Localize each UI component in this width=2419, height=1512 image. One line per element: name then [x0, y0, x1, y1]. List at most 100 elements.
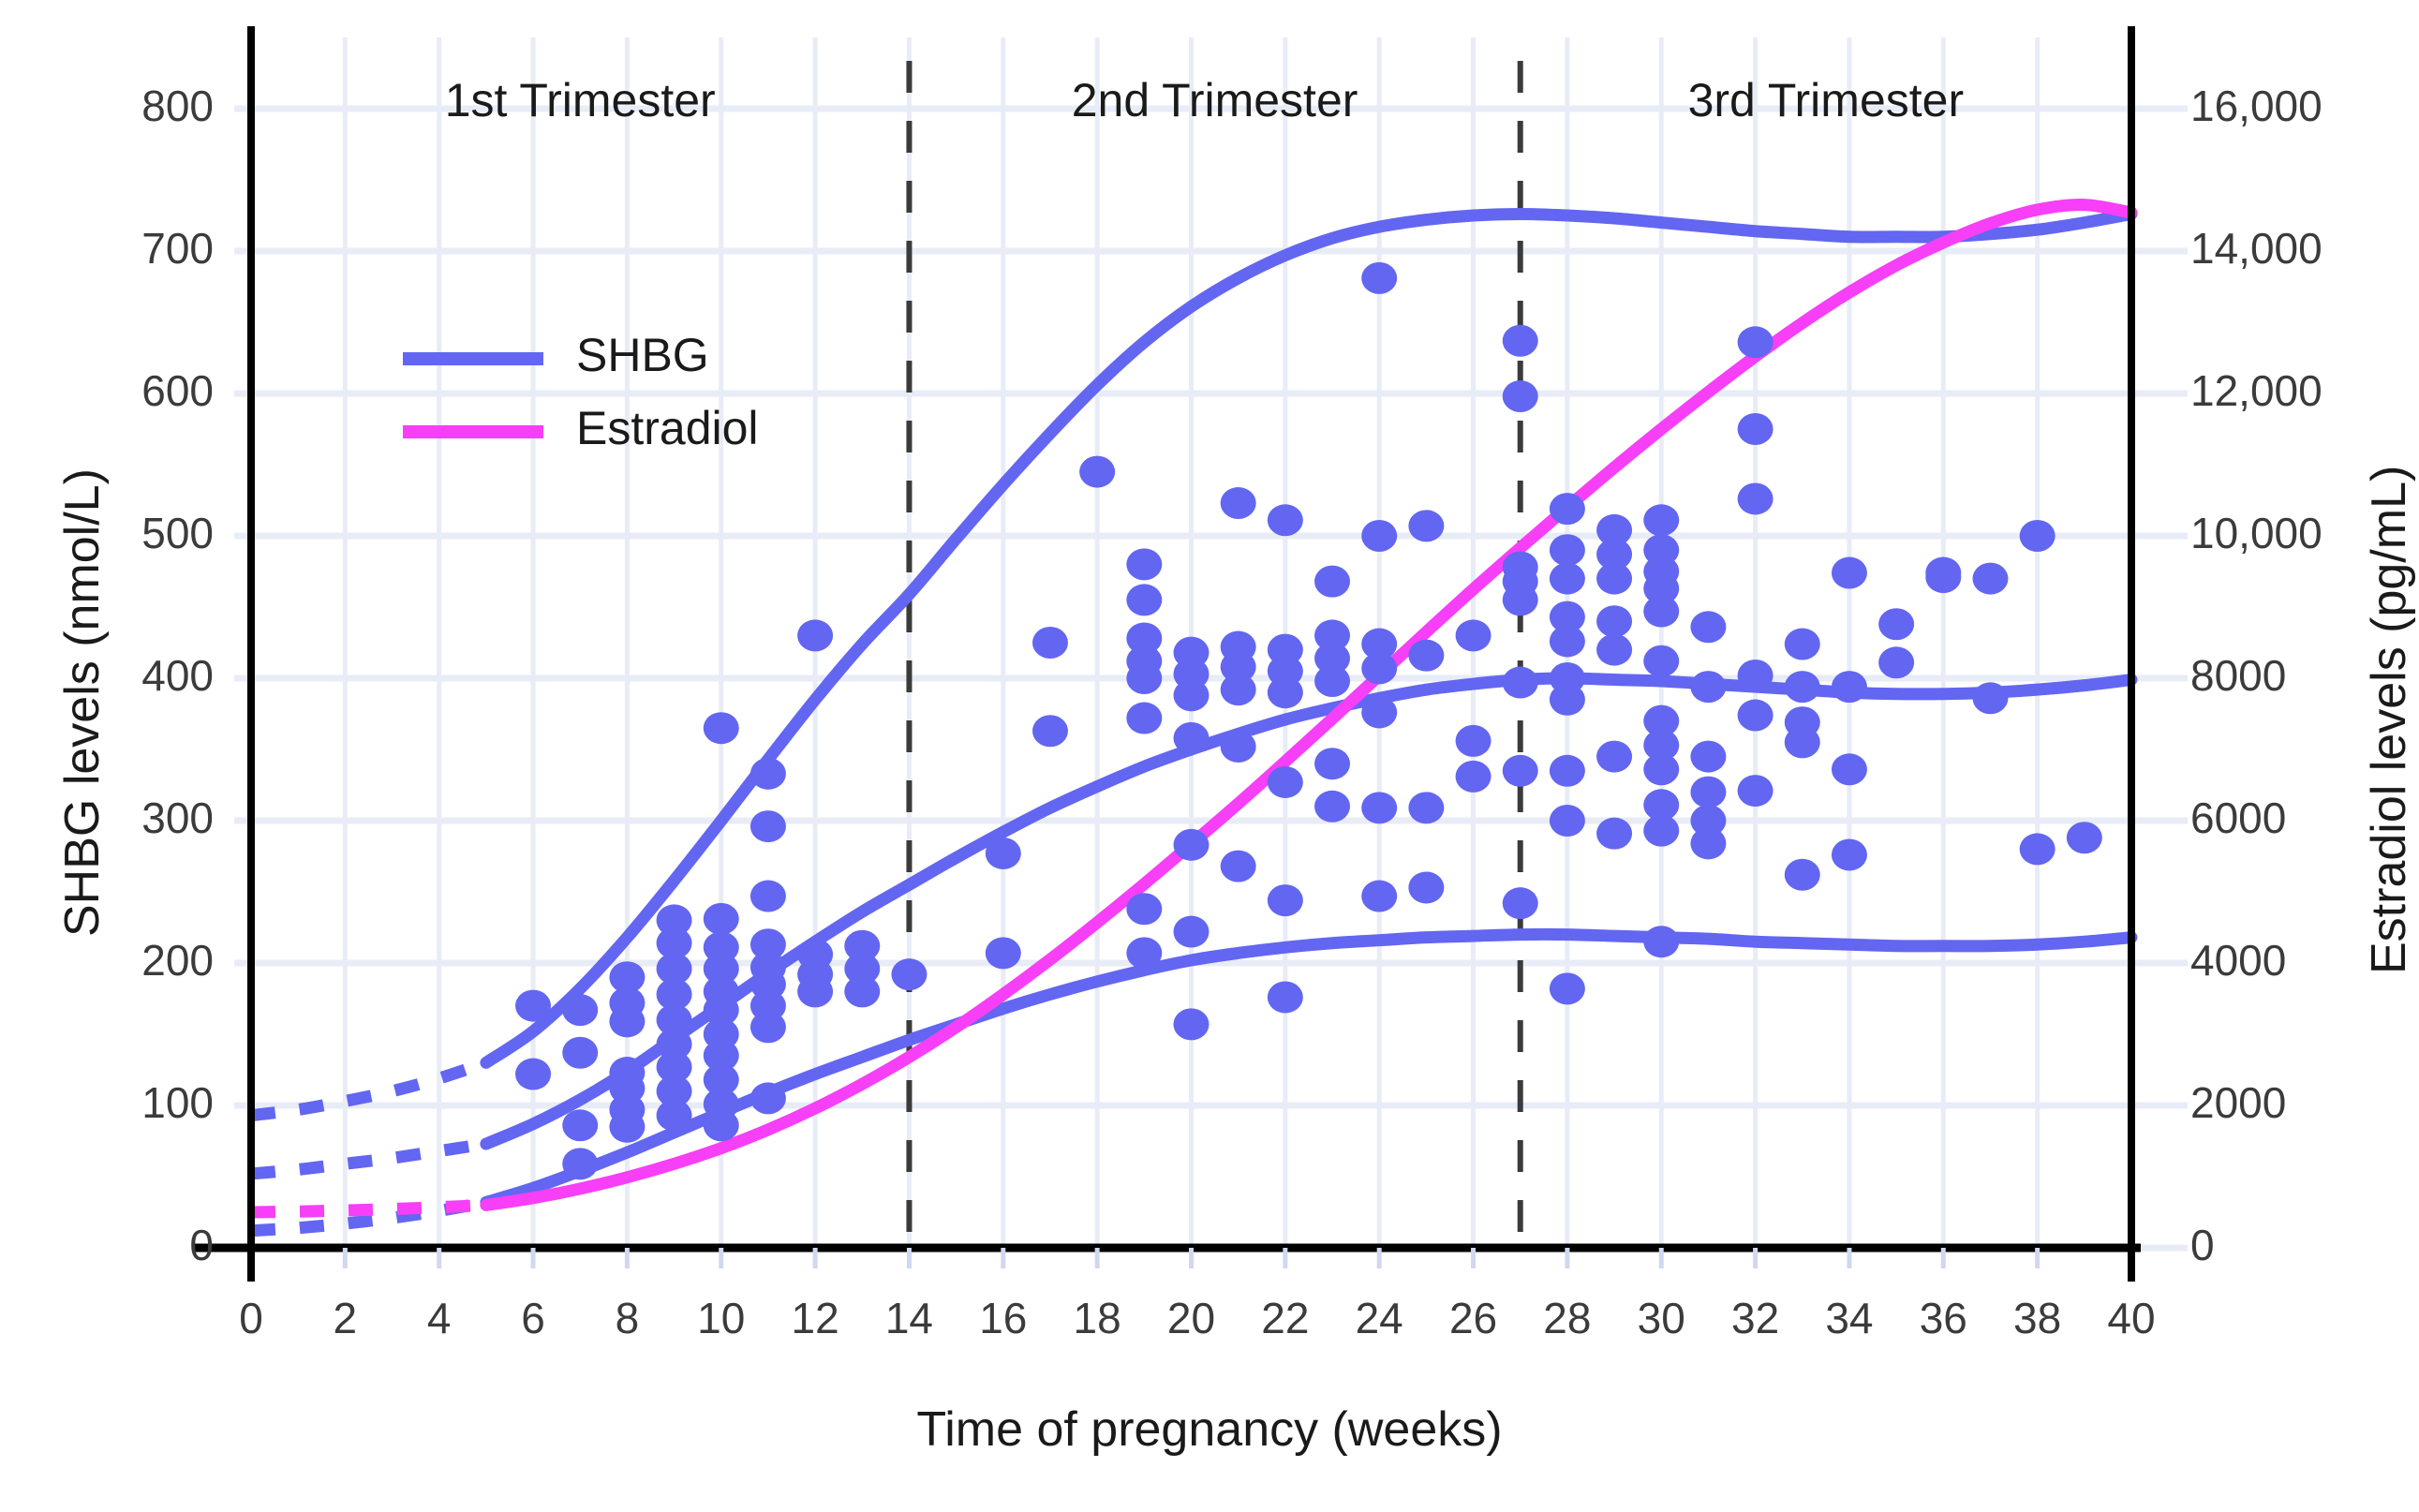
scatter-point	[985, 837, 1021, 869]
series-line	[480, 199, 2138, 1211]
scatter-point	[656, 978, 692, 1011]
scatter-point	[656, 953, 692, 986]
scatter-point	[1173, 915, 1210, 948]
scatter-point	[1690, 776, 1727, 808]
scatter-point	[1549, 562, 1585, 595]
scatter-point	[1126, 548, 1163, 581]
scatter-point	[1596, 605, 1633, 638]
x-axis-tick-label: 32	[1731, 1294, 1780, 1342]
scatter-point	[1549, 972, 1585, 1005]
x-axis-title: Time of pregnancy (weeks)	[916, 1402, 1503, 1457]
y-axis-left-tick-label: 100	[141, 1078, 214, 1127]
y-axis-right-tick-label: 2000	[2190, 1078, 2287, 1127]
x-axis-tick-label: 12	[791, 1294, 839, 1342]
scatter-point	[1502, 754, 1538, 787]
scatter-point	[1737, 482, 1773, 515]
scatter-point	[1596, 817, 1633, 850]
y-axis-right-tick-label: 0	[2190, 1221, 2215, 1269]
x-axis-tick-label: 30	[1637, 1294, 1685, 1342]
scatter-point	[703, 902, 739, 935]
scatter-point	[985, 937, 1021, 970]
scatter-point	[1737, 326, 1773, 359]
scatter-point	[1643, 645, 1680, 677]
scatter-point	[1596, 538, 1633, 571]
scatter-point	[1784, 858, 1820, 891]
scatter-point	[1314, 665, 1351, 698]
y-axis-left-tick-label: 300	[141, 793, 214, 842]
scatter-point	[515, 1058, 552, 1090]
scatter-point	[1408, 510, 1445, 542]
y-axis-right-tick-label: 14,000	[2190, 224, 2323, 273]
y-axis-left-title: SHBG levels (nmol/L)	[55, 468, 110, 937]
scatter-point	[1079, 455, 1116, 488]
scatter-point	[562, 994, 599, 1027]
scatter-point	[1455, 760, 1491, 793]
scatter-point	[703, 994, 739, 1027]
x-axis-tick-label: 36	[1919, 1294, 1967, 1342]
scatter-point	[1878, 646, 1915, 679]
scatter-point	[2019, 520, 2055, 552]
legend-label-estradiol: Estradiol	[576, 402, 759, 454]
scatter-point	[656, 1075, 692, 1107]
scatter-point	[844, 929, 881, 962]
scatter-point	[749, 757, 786, 790]
scatter-point	[1737, 659, 1773, 691]
x-axis-tick-label: 24	[1355, 1294, 1403, 1342]
scatter-point	[656, 1028, 692, 1060]
x-axis-tick-label: 18	[1073, 1294, 1121, 1342]
x-axis-tick-label: 6	[521, 1294, 545, 1342]
scatter-point	[1361, 520, 1398, 552]
scatter-point	[1220, 674, 1256, 706]
x-axis-tick-label: 34	[1825, 1294, 1874, 1342]
scatter-point	[1220, 650, 1256, 683]
scatter-point	[1267, 981, 1303, 1014]
scatter-point	[1502, 324, 1538, 357]
scatter-point	[797, 975, 834, 1008]
scatter-point	[1690, 805, 1727, 837]
scatter-point	[1408, 792, 1445, 824]
scatter-point	[1502, 380, 1538, 413]
scatter-point	[1737, 699, 1773, 732]
scatter-point	[1361, 696, 1398, 729]
scatter-point	[1643, 926, 1680, 958]
scatter-point	[1972, 682, 2009, 715]
scatter-point	[1220, 850, 1256, 882]
scatter-point	[1972, 562, 2009, 595]
y-axis-left-tick-label: 700	[141, 224, 214, 273]
y-axis-right-tick-label: 16,000	[2190, 82, 2323, 130]
trimester-annotation-label: 3rd Trimester	[1687, 74, 1965, 126]
scatter-point	[1314, 565, 1351, 598]
trimester-annotation-label: 1st Trimester	[444, 74, 716, 126]
scatter-point	[703, 953, 739, 986]
scatter-point	[1455, 724, 1491, 757]
y-axis-left-tick-label: 800	[141, 82, 214, 130]
scatter-point	[1173, 828, 1210, 861]
scatter-point	[656, 904, 692, 937]
scatter-point	[1925, 561, 1962, 594]
scatter-point	[656, 1050, 692, 1083]
scatter-point	[1267, 504, 1303, 537]
scatter-point	[1549, 625, 1585, 658]
scatter-point	[656, 926, 692, 959]
scatter-point	[562, 1036, 599, 1069]
scatter-point	[797, 619, 834, 652]
x-axis-tick-label: 20	[1166, 1294, 1216, 1342]
scatter-point	[1267, 765, 1303, 798]
scatter-point	[1596, 633, 1633, 666]
scatter-point	[562, 1148, 599, 1180]
scatter-point	[1126, 662, 1163, 694]
scatter-point	[562, 1109, 599, 1142]
scatter-point	[703, 1039, 739, 1072]
x-axis-tick-label: 0	[239, 1294, 263, 1342]
scatter-point	[515, 989, 552, 1022]
scatter-point	[2019, 833, 2055, 866]
scatter-point	[703, 1109, 739, 1142]
scatter-point	[1643, 704, 1680, 737]
scatter-point	[1455, 619, 1491, 652]
scatter-point	[1126, 937, 1163, 970]
scatter-point	[1690, 671, 1727, 704]
scatter-point	[609, 1110, 646, 1143]
scatter-point	[1361, 880, 1398, 912]
scatter-point	[749, 1011, 786, 1044]
scatter-point	[1173, 679, 1210, 712]
